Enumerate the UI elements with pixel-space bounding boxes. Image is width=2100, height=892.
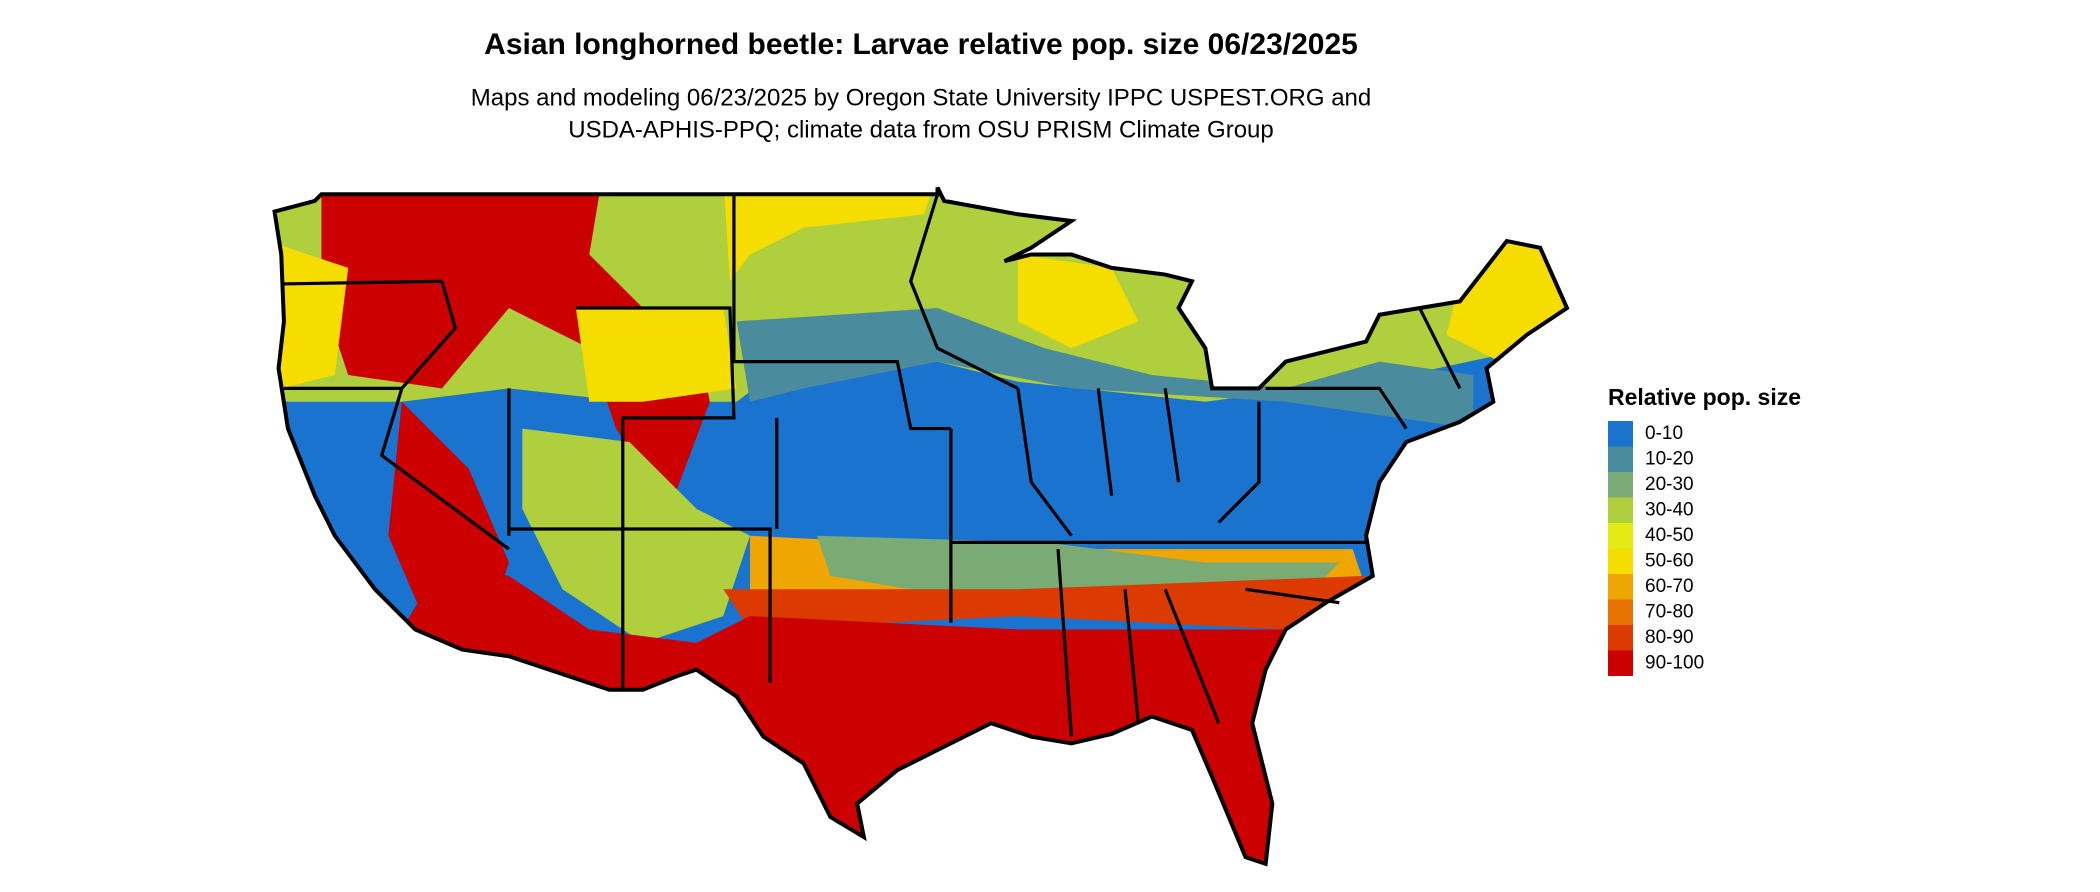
legend-label: 80-90 xyxy=(1645,627,1694,648)
title: Asian longhorned beetle: Larvae relative… xyxy=(484,28,1358,61)
subtitle: Maps and modeling 06/23/2025 by Oregon S… xyxy=(471,84,1371,111)
legend: 0-10 10-20 20-30 30-40 40-50 50-60 60-70 70-80 8… xyxy=(1608,421,1704,676)
legend-swatch xyxy=(1608,599,1633,625)
legend-swatch xyxy=(1608,625,1633,651)
legend-swatch xyxy=(1608,574,1633,600)
legend-swatch xyxy=(1608,523,1633,549)
legend-swatch xyxy=(1608,497,1633,523)
legend-label: 90-100 xyxy=(1645,652,1704,673)
legend-label: 30-40 xyxy=(1645,499,1694,520)
legend-label: 40-50 xyxy=(1645,525,1694,546)
legend-swatch xyxy=(1608,548,1633,574)
legend-label: 60-70 xyxy=(1645,576,1694,597)
legend-swatch xyxy=(1608,472,1633,498)
legend-swatch xyxy=(1608,421,1633,447)
legend-label: 70-80 xyxy=(1645,601,1694,622)
legend-label: 50-60 xyxy=(1645,550,1694,571)
map-fill xyxy=(274,187,1567,864)
legend-label: 20-30 xyxy=(1645,474,1694,495)
legend-label: 10-20 xyxy=(1645,448,1694,469)
legend-swatch xyxy=(1608,446,1633,472)
legend-swatch xyxy=(1608,650,1633,676)
map xyxy=(254,174,1593,892)
legend-label: 0-10 xyxy=(1645,423,1683,444)
subtitle: USDA-APHIS-PPQ; climate data from OSU PR… xyxy=(568,116,1274,143)
legend-title: Relative pop. size xyxy=(1608,384,1801,410)
state-borders xyxy=(281,193,1462,737)
